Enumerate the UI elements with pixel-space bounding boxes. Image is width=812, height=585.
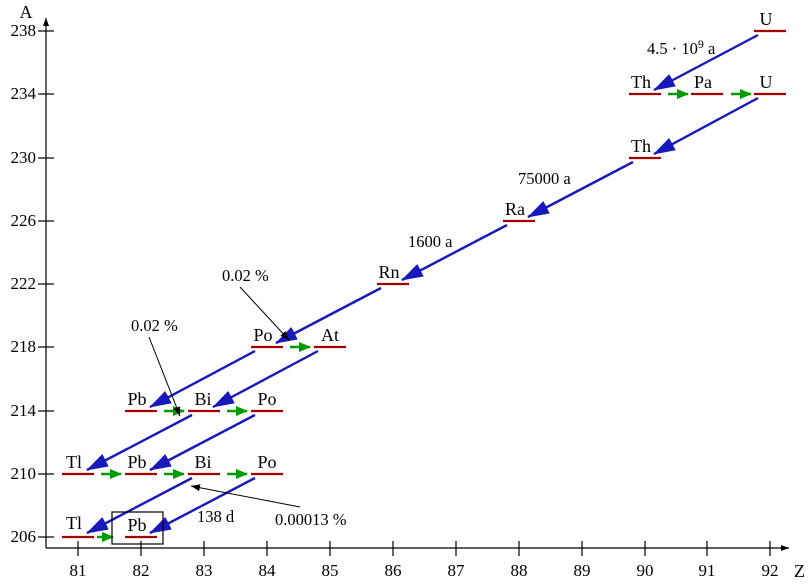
halflife-base: 4.5 · 10 — [647, 39, 698, 58]
annotations: 4.5 · 109 a 75000 a 1600 a 0.02 % 0.02 %… — [131, 37, 716, 529]
isotope-tl210: Tl — [62, 452, 94, 476]
isotope-symbol: Po — [257, 389, 276, 409]
x-tick-label: 81 — [70, 561, 87, 580]
po218-branch-label: 0.02 % — [222, 266, 269, 285]
x-tick-label: 85 — [322, 561, 339, 580]
u238-halflife-label: 4.5 · 109 a — [647, 37, 716, 58]
isotope-pb210: Pb — [125, 452, 157, 476]
isotope-symbol: Bi — [194, 452, 211, 472]
alpha-arrow-bi210-tl206 — [86, 476, 193, 535]
y-tick-label: 222 — [11, 274, 37, 293]
alpha-decay-arrows — [86, 33, 759, 535]
x-tick-label: 87 — [448, 561, 466, 580]
isotope-u234: U — [754, 72, 786, 96]
isotope-symbol: Bi — [194, 389, 211, 409]
x-tick-label: 88 — [511, 561, 528, 580]
y-tick-label: 238 — [11, 21, 37, 40]
alpha-arrow-at218-bi214 — [212, 349, 319, 409]
x-tick-label: 91 — [699, 561, 716, 580]
axes: A Z 238 234 230 226 222 218 214 210 206 — [11, 2, 806, 581]
po218-branch-pointer — [239, 286, 290, 341]
isotope-bi214: Bi — [188, 389, 220, 413]
x-tick-label: 92 — [762, 561, 779, 580]
isotope-symbol: Th — [631, 136, 651, 156]
x-axis-label: Z — [794, 561, 805, 581]
ra226-halflife-label: 1600 a — [408, 232, 453, 251]
alpha-arrow-u234-th230 — [653, 96, 759, 156]
isotope-symbol: At — [321, 325, 339, 345]
stable-isotope-box — [111, 511, 164, 545]
isotope-pb214: Pb — [125, 389, 157, 413]
alpha-arrow-u238-th234 — [653, 33, 759, 92]
isotope-symbol: Pb — [127, 452, 146, 472]
isotope-po218: Po — [251, 325, 283, 349]
alpha-arrow-th230-ra226 — [527, 160, 634, 219]
x-tick-label: 82 — [133, 561, 150, 580]
y-tick-label: 230 — [11, 148, 37, 167]
alpha-arrow-ra226-rn222 — [401, 223, 508, 282]
isotope-symbol: U — [760, 72, 773, 92]
isotope-symbol: Po — [257, 452, 276, 472]
alpha-arrow-po210-pb206 — [149, 476, 256, 535]
y-tick-label: 226 — [11, 211, 37, 230]
x-tick-label: 84 — [259, 561, 277, 580]
isotope-symbol: U — [760, 9, 773, 29]
alpha-arrow-po214-pb210 — [149, 413, 256, 472]
alpha-arrow-po218-pb214 — [149, 349, 256, 409]
isotope-th234: Th — [629, 72, 661, 96]
bi214-branch-label: 0.02 % — [131, 316, 178, 335]
isotope-rn222: Rn — [377, 262, 409, 286]
isotope-symbol: Pb — [127, 389, 146, 409]
halflife-exponent: 9 — [698, 37, 704, 51]
isotope-at218: At — [314, 325, 346, 349]
isotope-symbol: Pb — [127, 515, 146, 535]
y-tick-label: 234 — [11, 84, 37, 103]
isotope-symbol: Tl — [66, 513, 82, 533]
bi210-branch-label: 0.00013 % — [275, 510, 347, 529]
alpha-arrow-bi214-tl210 — [86, 413, 193, 472]
x-tick-label: 86 — [385, 561, 402, 580]
th230-halflife-label: 75000 a — [518, 169, 571, 188]
isotope-u238: U — [754, 9, 786, 33]
isotope-po210: Po — [251, 452, 283, 476]
isotope-tl206: Tl — [62, 513, 94, 539]
y-axis-label: A — [20, 2, 33, 22]
isotope-symbol: Rn — [378, 262, 399, 282]
y-tick-label: 218 — [11, 337, 37, 356]
y-tick-label: 206 — [11, 527, 37, 546]
isotope-ra226: Ra — [503, 199, 535, 223]
halflife-unit: a — [704, 39, 716, 58]
x-tick-label: 83 — [196, 561, 213, 580]
isotope-po214: Po — [251, 389, 283, 413]
x-tick-label: 90 — [637, 561, 654, 580]
isotope-symbol: Ra — [505, 199, 525, 219]
x-tick-label: 89 — [574, 561, 591, 580]
alpha-arrow-rn222-po218 — [275, 286, 382, 345]
isotope-symbol: Th — [631, 72, 651, 92]
y-tick-label: 214 — [11, 401, 37, 420]
po210-halflife-label: 138 d — [197, 507, 235, 526]
isotope-pb206-stable: Pb — [111, 511, 164, 545]
isotope-symbol: Pa — [694, 72, 712, 92]
isotope-pa234: Pa — [691, 72, 723, 96]
bi210-branch-pointer — [190, 484, 301, 508]
y-tick-label: 210 — [11, 464, 37, 483]
isotope-th230: Th — [629, 136, 661, 160]
isotopes: U Th Pa U Th Ra Rn Po — [62, 9, 786, 545]
isotope-bi210: Bi — [188, 452, 220, 476]
bi214-branch-pointer — [148, 336, 181, 417]
isotope-symbol: Po — [253, 325, 272, 345]
isotope-symbol: Tl — [66, 452, 82, 472]
